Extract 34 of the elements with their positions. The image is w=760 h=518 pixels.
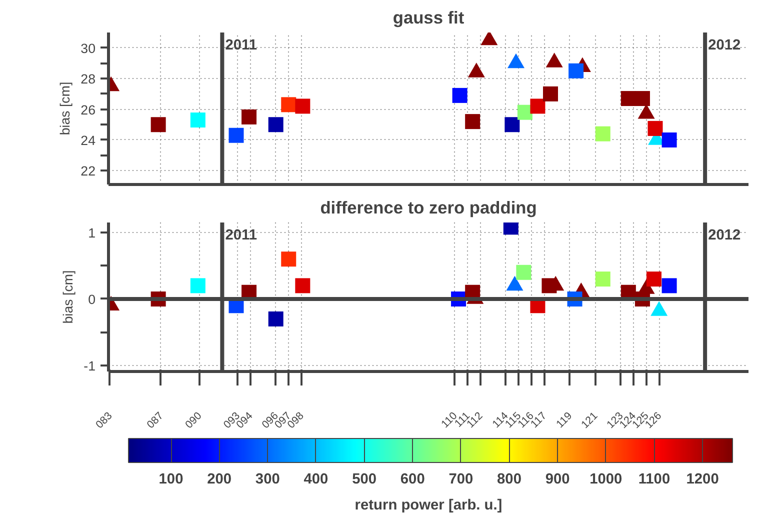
color-bar-label: 400: [304, 472, 328, 488]
color-bar-label: 100: [158, 472, 184, 488]
color-bar-label: 300: [255, 472, 280, 488]
color-bar-label: 200: [207, 472, 232, 488]
annotation: 2012: [708, 38, 741, 54]
y-tick-label: 26: [80, 102, 96, 118]
chart-title: gauss fit: [392, 8, 464, 28]
x-tick-label: 083: [94, 410, 115, 432]
color-bar-label: 800: [497, 472, 522, 488]
y-tick-label: -1: [84, 358, 96, 374]
color-bar-label: 1200: [686, 472, 719, 488]
chart-title: difference to zero padding: [320, 198, 537, 218]
y-tick-label: 22: [80, 164, 96, 179]
x-tick-label: 087: [144, 410, 166, 432]
annotation: 2012: [708, 228, 741, 244]
y-axis-title: bias [cm]: [58, 82, 73, 136]
color-bar-label: 1100: [638, 472, 670, 488]
x-tick-label: 121: [579, 410, 600, 432]
color-bar-title: return power [arb. u.]: [354, 498, 502, 514]
color-bar-label: 1000: [590, 472, 622, 488]
color-bar-label: 600: [400, 472, 425, 488]
y-axis-title: bias [cm]: [60, 270, 76, 324]
annotation: 2011: [225, 38, 257, 54]
x-tick-label: 090: [183, 410, 204, 432]
y-tick-label: 28: [80, 72, 96, 87]
y-tick-label: 0: [88, 292, 96, 307]
y-tick-label: 24: [80, 132, 96, 148]
color-bar-label: 700: [448, 472, 474, 488]
y-tick-label: 1: [88, 225, 96, 240]
y-tick-label: 30: [80, 40, 96, 56]
annotation: 2011: [225, 228, 257, 244]
color-bar-label: 900: [545, 472, 570, 488]
x-tick-label: 119: [554, 410, 575, 430]
color-bar-label: 500: [352, 472, 377, 488]
